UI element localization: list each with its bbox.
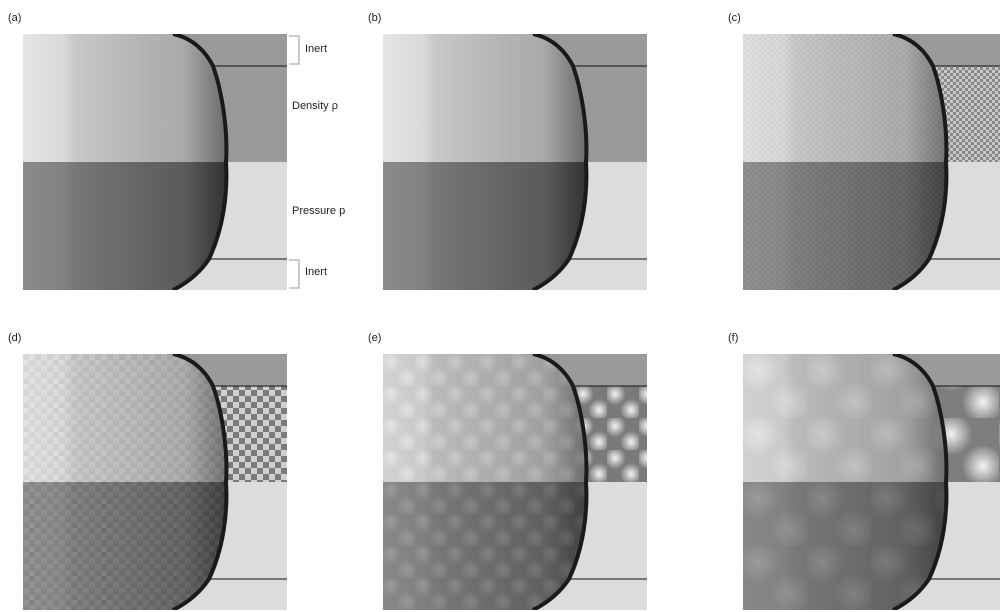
shock-front xyxy=(892,354,949,610)
shock-front xyxy=(532,34,589,290)
annotation: Inert xyxy=(305,43,327,55)
wrinkles xyxy=(23,354,227,610)
shock-front xyxy=(532,354,589,610)
bracket xyxy=(289,259,300,289)
panel-image xyxy=(23,34,287,290)
panel-image xyxy=(743,354,1000,610)
wrinkles xyxy=(383,354,587,610)
shock-front xyxy=(172,34,229,290)
panel-image xyxy=(23,354,287,610)
panel-label: (b) xyxy=(368,12,381,24)
panel xyxy=(23,354,287,610)
panel xyxy=(383,34,647,290)
shocked-pressure xyxy=(23,162,227,290)
panel-label: (d) xyxy=(8,332,21,344)
panel-image xyxy=(383,354,647,610)
panel xyxy=(743,34,1000,290)
bracket xyxy=(289,35,300,65)
shock-front xyxy=(172,354,229,610)
panel-image xyxy=(743,34,1000,290)
panel-label: (c) xyxy=(728,12,741,24)
shock-front xyxy=(892,34,949,290)
panel-label: (a) xyxy=(8,12,21,24)
shocked-density xyxy=(383,34,587,162)
wrinkles xyxy=(743,354,947,610)
panel-label: (f) xyxy=(728,332,738,344)
shocked-density xyxy=(23,34,227,162)
panel xyxy=(23,34,287,290)
panel-image xyxy=(383,34,647,290)
annotation: Inert xyxy=(305,266,327,278)
panel-label: (e) xyxy=(368,332,381,344)
annotation: Density ρ xyxy=(292,100,338,112)
annotation: Pressure p xyxy=(292,205,345,217)
shocked-pressure xyxy=(383,162,587,290)
panel xyxy=(743,354,1000,610)
wrinkles xyxy=(743,34,947,290)
panel xyxy=(383,354,647,610)
